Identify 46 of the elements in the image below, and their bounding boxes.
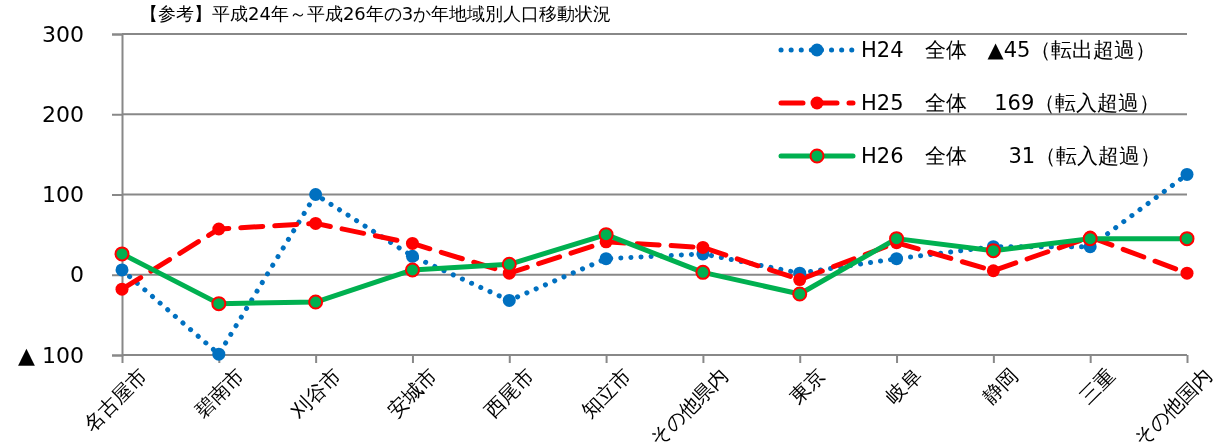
point: [598, 227, 614, 243]
point: [114, 246, 130, 262]
point: [1180, 266, 1194, 280]
y-tick-label: 100: [42, 182, 84, 208]
x-tick-label: 碧南市: [189, 363, 249, 423]
y-tick-label: 300: [42, 21, 84, 47]
point: [309, 188, 323, 201]
point: [405, 249, 419, 263]
point: [889, 231, 905, 247]
chart-title: 【参考】平成24年～平成26年の3か年地域別人口移動状況: [140, 3, 612, 24]
point: [501, 256, 517, 272]
point: [1180, 167, 1194, 181]
point: [695, 264, 711, 280]
point: [309, 216, 323, 230]
x-tick-label: 静岡: [977, 363, 1024, 409]
point: [502, 293, 516, 307]
x-tick-label: 東京: [784, 363, 830, 409]
x-tick-label: 刈谷市: [285, 363, 346, 424]
x-tick-label: 西尾市: [479, 363, 539, 423]
point: [793, 273, 807, 287]
x-tick-label: 知立市: [576, 363, 636, 423]
point: [986, 264, 1000, 278]
x-tick-label: 安城市: [382, 363, 443, 423]
x-tick-label: その他国内: [1129, 363, 1217, 447]
point: [404, 262, 420, 278]
point: [1179, 231, 1195, 247]
legend-label: H25 全体 169（転入超過）: [861, 91, 1161, 116]
point: [115, 282, 129, 296]
point: [599, 252, 613, 266]
point: [792, 286, 808, 302]
point: [985, 243, 1001, 259]
legend-label: H26 全体 31（転入超過）: [861, 144, 1162, 169]
x-tick-label: 岐阜: [881, 363, 927, 409]
point: [115, 263, 129, 277]
point: [212, 222, 226, 236]
point: [212, 347, 226, 361]
point: [696, 240, 710, 254]
point: [890, 252, 904, 266]
y-tick-label: 200: [42, 101, 84, 127]
point: [308, 294, 324, 310]
legend-label: H24 全体 ▲45（転出超過）: [861, 38, 1157, 63]
x-tick-label: その他県内: [644, 363, 733, 447]
y-tick-label: 0: [70, 262, 84, 288]
point: [405, 236, 419, 250]
x-tick-label: 三重: [1074, 363, 1120, 409]
point: [211, 296, 227, 312]
